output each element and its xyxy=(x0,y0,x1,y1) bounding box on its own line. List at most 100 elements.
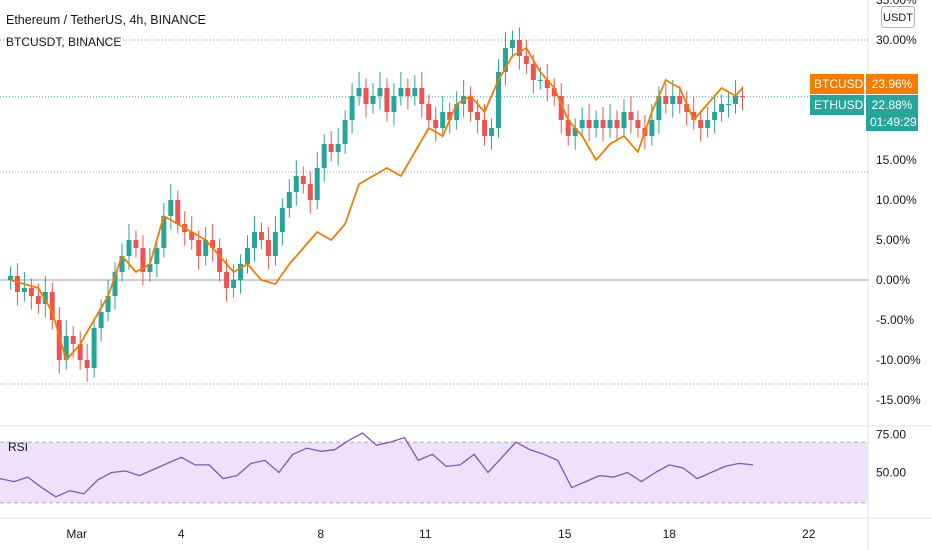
eth-candle xyxy=(719,104,725,112)
eth-candle xyxy=(586,120,592,128)
eth-countdown-tag: 01:49:29 xyxy=(866,113,918,131)
eth-candle xyxy=(509,40,515,48)
eth-candle xyxy=(684,104,690,112)
compare-symbol-legend[interactable]: BTCUSDT, BINANCE xyxy=(6,35,122,49)
eth-candle xyxy=(349,96,355,120)
eth-candle xyxy=(98,312,104,328)
price-tick-label: 35.00% xyxy=(876,0,917,7)
price-tick-label: 30.00% xyxy=(876,33,917,47)
time-tick-label: Mar xyxy=(66,527,87,541)
price-tick-label: 5.00% xyxy=(876,233,910,247)
eth-candle xyxy=(251,232,257,248)
eth-candle xyxy=(398,88,404,96)
eth-candle xyxy=(63,336,69,360)
eth-candle xyxy=(593,120,599,128)
eth-candle xyxy=(147,264,153,272)
main-symbol-legend[interactable]: Ethereum / TetherUS, 4h, BINANCE xyxy=(6,13,206,27)
eth-candle xyxy=(489,128,495,136)
eth-candle xyxy=(384,88,390,112)
eth-candle xyxy=(363,88,369,104)
eth-name-tag: ETHUSDT xyxy=(810,95,871,115)
eth-candle xyxy=(56,320,62,360)
time-tick-label: 11 xyxy=(419,527,432,541)
price-tick-label: 0.00% xyxy=(876,273,910,287)
eth-candle xyxy=(537,80,543,81)
btc-line-group xyxy=(10,47,744,361)
eth-candle xyxy=(42,292,48,304)
eth-value-tag: 22.88% xyxy=(866,95,918,115)
rsi-axis[interactable]: 75.00 50.00 xyxy=(876,428,906,480)
time-axis[interactable]: Mar 4 8 11 15 18 22 xyxy=(66,527,815,541)
btc-line xyxy=(10,47,744,361)
eth-candle xyxy=(335,144,341,152)
eth-candle xyxy=(370,96,376,104)
eth-candle xyxy=(726,104,732,105)
eth-candle xyxy=(614,120,620,128)
eth-candle xyxy=(468,96,474,112)
eth-candle xyxy=(307,184,313,200)
price-tick-label: -15.00% xyxy=(876,393,921,407)
eth-candle xyxy=(712,112,718,120)
eth-candle xyxy=(7,276,13,280)
price-tick-label: 15.00% xyxy=(876,153,917,167)
eth-candle xyxy=(440,112,446,128)
eth-candle xyxy=(663,96,669,104)
rsi-indicator-label[interactable]: RSI xyxy=(8,440,29,454)
eth-candle xyxy=(258,232,264,240)
currency-button[interactable]: USDT xyxy=(881,6,915,28)
eth-candle xyxy=(698,120,704,128)
eth-candle xyxy=(523,56,529,64)
eth-candle xyxy=(475,112,481,120)
eth-candle xyxy=(189,232,195,240)
eth-candle xyxy=(133,240,139,248)
eth-candle xyxy=(245,248,251,264)
time-tick-label: 18 xyxy=(663,527,677,541)
eth-candle xyxy=(140,248,146,272)
time-tick-label: 4 xyxy=(178,527,185,541)
eth-candle xyxy=(447,112,453,120)
eth-candle xyxy=(210,240,216,248)
eth-candle xyxy=(28,288,34,296)
eth-candle xyxy=(231,280,237,288)
eth-candle xyxy=(502,48,508,72)
eth-candle xyxy=(565,120,571,136)
eth-candle xyxy=(300,176,306,184)
rsi-band xyxy=(0,441,868,504)
eth-candle xyxy=(495,72,501,128)
rsi-tick-label: 75.00 xyxy=(876,428,906,442)
eth-candle xyxy=(119,256,125,272)
eth-candle xyxy=(628,112,634,120)
btc-name-tag: BTCUSDT xyxy=(810,74,871,94)
eth-candle xyxy=(572,128,578,136)
eth-candle xyxy=(454,104,460,120)
eth-candle xyxy=(105,296,111,312)
eth-candle xyxy=(70,336,76,344)
price-axis[interactable]: 35.00%30.00%25.00%20.00%15.00%10.00%5.00… xyxy=(876,0,921,407)
eth-candle xyxy=(14,276,20,292)
price-tick-label: -5.00% xyxy=(876,313,914,327)
eth-candle xyxy=(265,240,271,256)
eth-candle xyxy=(328,144,334,152)
eth-candle xyxy=(482,120,488,136)
eth-candle xyxy=(426,104,432,120)
eth-candle xyxy=(126,240,132,256)
eth-candle xyxy=(168,200,174,216)
eth-candle xyxy=(279,208,285,232)
eth-candle xyxy=(740,96,746,97)
eth-candle xyxy=(635,120,641,128)
eth-candle xyxy=(91,328,97,368)
eth-candle xyxy=(649,120,655,136)
rsi-line-group xyxy=(0,432,754,498)
eth-candle xyxy=(670,96,676,104)
eth-candle xyxy=(433,120,439,128)
time-tick-label: 8 xyxy=(317,527,324,541)
eth-candle xyxy=(161,216,167,248)
price-tick-label: 10.00% xyxy=(876,193,917,207)
eth-candle xyxy=(419,88,425,104)
eth-candle xyxy=(356,88,362,96)
eth-candle xyxy=(49,292,55,320)
eth-candle xyxy=(391,96,397,112)
eth-candles xyxy=(7,27,746,382)
eth-candle xyxy=(77,344,83,360)
